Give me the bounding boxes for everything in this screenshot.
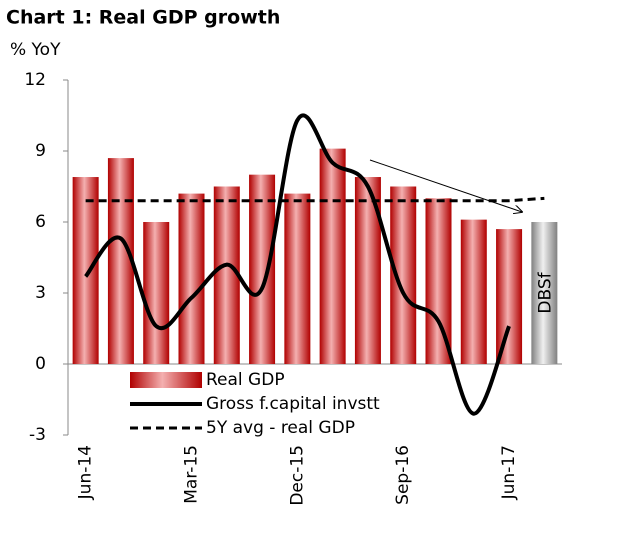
- y-tick-label: 12: [24, 70, 46, 90]
- y-axis-label: % YoY: [10, 40, 61, 60]
- bar: [390, 186, 417, 364]
- y-tick-label: 0: [35, 354, 46, 374]
- bar: [143, 222, 170, 364]
- avg-line: [85, 196, 545, 203]
- trend-arrow: [369, 159, 522, 212]
- bar: [178, 193, 205, 364]
- bar: [460, 219, 487, 364]
- forecast-label: DBSf: [535, 271, 555, 313]
- x-tick-label: Dec-15: [287, 445, 307, 506]
- bar: [284, 193, 311, 364]
- y-tick-label: -3: [29, 425, 46, 445]
- legend-swatch: [130, 372, 202, 388]
- line-series: [84, 113, 511, 416]
- chart-title: Chart 1: Real GDP growth: [6, 7, 280, 29]
- legend-label: Gross f.capital invstt: [206, 394, 380, 414]
- y-tick-label: 3: [35, 283, 46, 303]
- x-tick-label: Jun-17: [499, 445, 519, 500]
- bar: [107, 158, 134, 364]
- bar: [72, 177, 99, 364]
- bar: [531, 222, 558, 364]
- bar: [319, 148, 346, 364]
- x-tick-label: Sep-16: [393, 445, 413, 505]
- y-tick-label: 9: [35, 141, 46, 161]
- bar: [496, 229, 523, 364]
- bar: [213, 186, 240, 364]
- legend-label: Real GDP: [206, 370, 285, 390]
- bar: [425, 198, 452, 364]
- legend-label: 5Y avg - real GDP: [206, 418, 355, 438]
- y-tick-label: 6: [35, 212, 46, 232]
- x-tick-label: Jun-14: [76, 445, 96, 500]
- bar: [249, 174, 276, 364]
- x-tick-label: Mar-15: [182, 445, 202, 504]
